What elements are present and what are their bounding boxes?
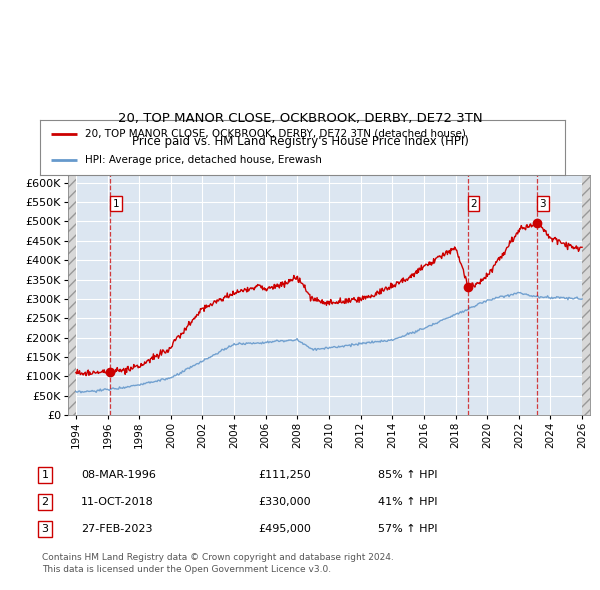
Text: 41% ↑ HPI: 41% ↑ HPI [378,497,437,507]
Text: 3: 3 [539,199,546,209]
Text: £495,000: £495,000 [258,524,311,534]
Bar [582,175,590,415]
Text: 2: 2 [470,199,477,209]
Text: Contains HM Land Registry data © Crown copyright and database right 2024.
This d: Contains HM Land Registry data © Crown c… [42,553,394,575]
Text: £330,000: £330,000 [258,497,311,507]
Text: 2: 2 [41,497,49,507]
Text: HPI: Average price, detached house, Erewash: HPI: Average price, detached house, Erew… [85,155,322,165]
Text: 85% ↑ HPI: 85% ↑ HPI [378,470,437,480]
Text: 08-MAR-1996: 08-MAR-1996 [81,470,156,480]
Bar [68,175,76,415]
Text: 57% ↑ HPI: 57% ↑ HPI [378,524,437,534]
Text: 27-FEB-2023: 27-FEB-2023 [81,524,152,534]
Text: Price paid vs. HM Land Registry's House Price Index (HPI): Price paid vs. HM Land Registry's House … [131,136,469,149]
Text: 3: 3 [41,524,49,534]
Text: £111,250: £111,250 [258,470,311,480]
Text: 20, TOP MANOR CLOSE, OCKBROOK, DERBY, DE72 3TN (detached house): 20, TOP MANOR CLOSE, OCKBROOK, DERBY, DE… [85,129,466,139]
Text: 1: 1 [113,199,119,209]
Text: 20, TOP MANOR CLOSE, OCKBROOK, DERBY, DE72 3TN: 20, TOP MANOR CLOSE, OCKBROOK, DERBY, DE… [118,112,482,125]
Text: 1: 1 [41,470,49,480]
Text: 11-OCT-2018: 11-OCT-2018 [81,497,154,507]
